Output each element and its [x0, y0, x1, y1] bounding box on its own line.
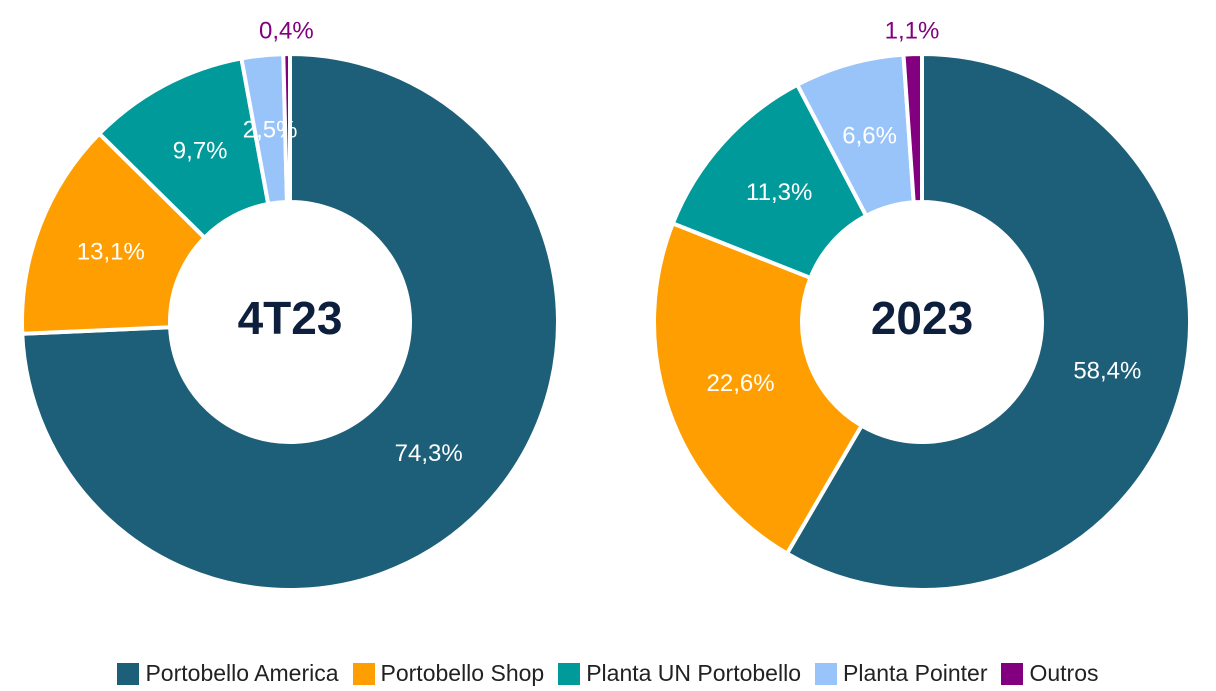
legend-label: Outros: [1029, 660, 1099, 686]
legend-label: Planta UN Portobello: [586, 660, 801, 686]
legend-label: Portobello Shop: [380, 660, 545, 686]
donut-slice: [20, 130, 208, 336]
legend-item: Planta Pointer: [815, 660, 987, 687]
center-title: 4T23: [238, 292, 343, 344]
legend-swatch: [117, 662, 140, 685]
legend-label: Planta Pointer: [843, 660, 988, 686]
data-label: 0,4%: [259, 17, 314, 44]
donut-slice: [20, 51, 560, 592]
data-label: 58,4%: [1073, 357, 1141, 384]
center-title: 2023: [871, 292, 973, 344]
data-label: 6,6%: [842, 123, 897, 150]
data-label: 11,3%: [746, 179, 812, 206]
legend-swatch: [558, 662, 581, 685]
data-label: 22,6%: [707, 370, 775, 397]
legend: Portobello America Portobello Shop Planta …: [0, 660, 1216, 687]
donut-slice: [901, 51, 924, 205]
legend-item: Portobello Shop: [352, 660, 545, 687]
legend-swatch: [352, 662, 375, 685]
donut-slice: [652, 220, 865, 557]
data-label: 74,3%: [395, 440, 463, 467]
donut-slice: [784, 51, 1192, 592]
data-label: 9,7%: [173, 138, 228, 165]
chart: 74,3%13,1%9,7%2,5%0,4%4T2358,4%22,6%11,3…: [20, 17, 1192, 592]
legend-swatch: [815, 662, 837, 685]
legend-item: Planta UN Portobello: [558, 660, 801, 687]
data-label: 1,1%: [885, 18, 940, 45]
legend-label: Portobello America: [145, 660, 339, 686]
legend-item: Portobello America: [117, 660, 339, 687]
legend-item: Outros: [1001, 660, 1099, 687]
donut-slice: [281, 51, 292, 205]
data-label: 13,1%: [77, 238, 145, 265]
legend-swatch: [1001, 662, 1024, 685]
